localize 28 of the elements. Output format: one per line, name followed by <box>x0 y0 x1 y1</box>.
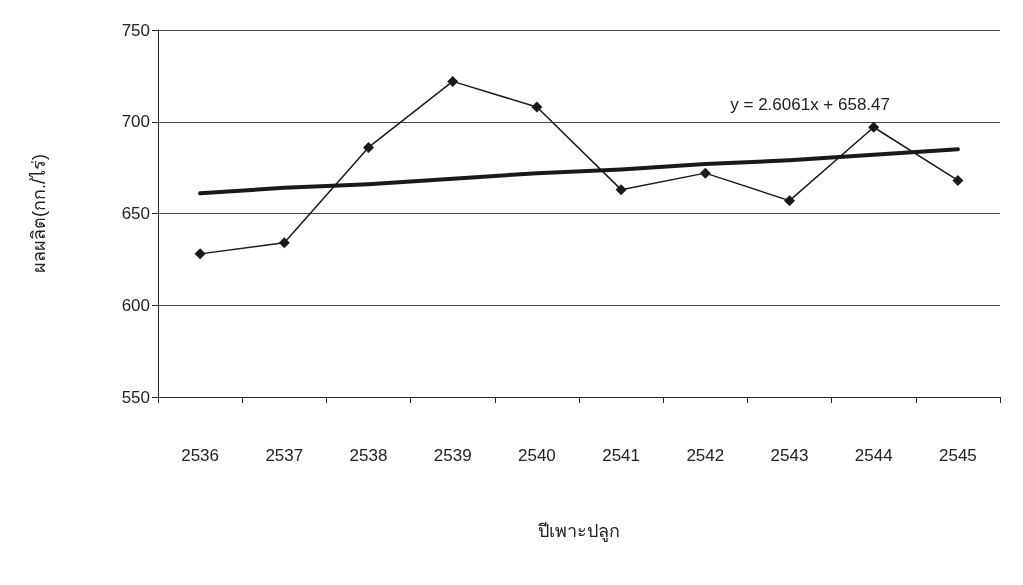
point <box>952 174 964 186</box>
x-tick-label: 2545 <box>938 446 977 465</box>
point <box>531 101 543 113</box>
point <box>278 237 290 249</box>
y-axis-title: ผลผลิต(กก./ไร่) <box>28 154 49 273</box>
point <box>194 248 206 260</box>
point <box>784 195 795 207</box>
y-tick-label: 700 <box>121 112 150 132</box>
x-tick-label: 2536 <box>181 446 220 465</box>
x-tick-label: 2544 <box>854 446 893 465</box>
point <box>868 121 880 133</box>
point <box>363 141 374 153</box>
y-tick-label: 600 <box>121 295 150 315</box>
y-tick-label: 650 <box>121 204 150 223</box>
annotation: y = 2.6061x + 658.47 <box>730 95 891 114</box>
x-axis-title: ปีเพาะปลูก <box>538 521 620 542</box>
point <box>699 167 711 179</box>
y-tick-label: 550 <box>121 387 150 407</box>
x-tick-label: 2541 <box>602 446 641 465</box>
y-tick-label: 750 <box>121 20 150 40</box>
point <box>447 75 459 87</box>
x-tick-label: 2543 <box>770 446 809 465</box>
x-tick-label: 2539 <box>433 446 472 465</box>
x-tick-label: 2540 <box>517 446 556 465</box>
x-tick-label: 2542 <box>686 446 725 465</box>
point <box>615 184 627 196</box>
x-tick-label: 2538 <box>349 446 388 465</box>
x-tick-label: 2537 <box>265 446 304 465</box>
